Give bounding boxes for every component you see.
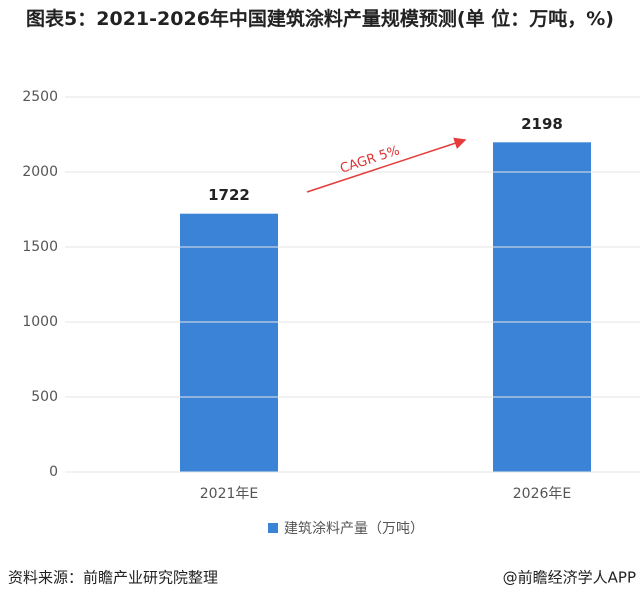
y-tick-label: 500 (31, 389, 58, 405)
credit: @前瞻经济学人APP (503, 569, 636, 587)
y-tick-label: 2500 (22, 89, 58, 105)
bar (180, 213, 278, 472)
legend-label: 建筑涂料产量（万吨） (284, 521, 424, 537)
y-tick-label: 0 (49, 464, 58, 480)
chart-title: 图表5：2021-2026年中国建筑涂料产量规模预测(单 位：万吨，%) (26, 8, 614, 30)
y-tick-label: 1000 (22, 314, 58, 330)
bar (493, 142, 591, 473)
source: 资料来源：前瞻产业研究院整理 (8, 569, 218, 587)
legend-swatch (268, 523, 278, 533)
data-label: 2198 (521, 115, 563, 133)
x-tick-label: 2026年E (513, 486, 571, 502)
x-tick-label: 2021年E (200, 486, 258, 502)
y-tick-label: 1500 (22, 239, 58, 255)
y-tick-label: 2000 (22, 164, 58, 180)
data-label: 1722 (208, 186, 250, 204)
cagr-arrow (306, 137, 467, 193)
